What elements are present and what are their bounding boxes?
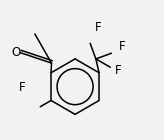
Text: O: O <box>11 46 21 59</box>
Text: F: F <box>95 21 102 34</box>
Text: F: F <box>115 64 121 76</box>
Text: F: F <box>19 81 26 94</box>
Text: F: F <box>119 40 125 53</box>
